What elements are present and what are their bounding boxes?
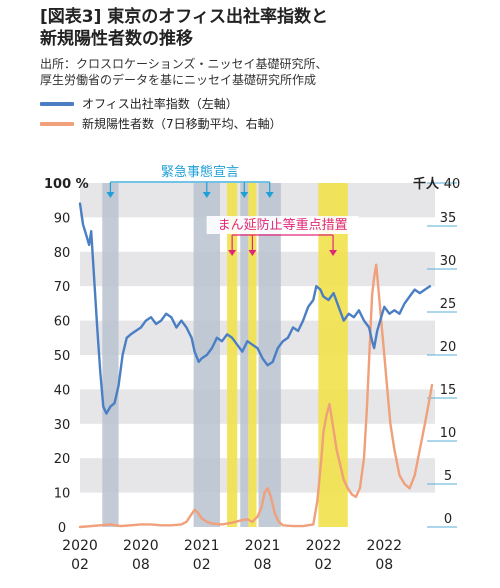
priority-arrow-icon (248, 250, 257, 256)
x-tick-label-month: 02 (315, 557, 333, 573)
y-right-tick-label: 20 (440, 340, 457, 355)
x-tick-label-year: 2020 (62, 538, 98, 554)
legend-swatch-office (40, 102, 74, 106)
y-right-tick-label: 35 (440, 211, 457, 226)
y-right-tick-label: 5 (444, 469, 452, 484)
grid-stripe (80, 251, 435, 287)
y-right-tick-label: 15 (440, 383, 457, 398)
y-right-tick-label: 30 (440, 254, 457, 269)
x-tick-label-month: 08 (254, 557, 272, 573)
y-left-tick-label: 30 (54, 418, 71, 433)
y-right-tick-label: 25 (440, 297, 457, 312)
legend-label-cases: 新規陽性者数（7日移動平均、右軸） (82, 117, 282, 131)
chart-legend: オフィス出社率指数（左軸） 新規陽性者数（7日移動平均、右軸） (40, 94, 282, 134)
y-left-tick-label: 0 (58, 521, 66, 536)
emergency-period-band (258, 183, 281, 527)
x-tick-label-month: 08 (375, 557, 393, 573)
emergency-arrow-icon (265, 192, 274, 198)
series-line-new-cases (78, 263, 434, 529)
y-left-unit-label: 100 % (44, 177, 89, 192)
x-tick-label-month: 08 (132, 557, 150, 573)
priority-arrow-icon (329, 250, 338, 256)
x-tick-label-month: 02 (193, 557, 211, 573)
grid-stripe (80, 183, 435, 218)
x-tick-label-month: 02 (71, 557, 89, 573)
grid-stripe (80, 389, 435, 424)
source-line1: 出所：クロスロケーションズ・ニッセイ基礎研究所、 (40, 57, 328, 71)
priority-label-bg (206, 216, 359, 234)
legend-item-cases: 新規陽性者数（7日移動平均、右軸） (40, 114, 282, 134)
emergency-label-bg (152, 163, 249, 181)
emergency-arrow-icon (240, 192, 249, 198)
chart-title: [図表3] 東京のオフィス出社率指数と 新規陽性者数の推移 (40, 6, 480, 50)
priority-period-band (227, 183, 238, 527)
priority-arrow-icon (228, 250, 237, 256)
x-tick-label-year: 2022 (306, 538, 342, 554)
y-left-tick-label: 20 (54, 452, 71, 467)
y-left-tick-label: 40 (54, 383, 71, 398)
emergency-period-band (102, 183, 119, 527)
legend-swatch-cases (40, 122, 74, 126)
y-left-tick-label: 60 (54, 315, 71, 330)
x-tick-label-year: 2022 (366, 538, 402, 554)
y-right-tick-label: 10 (440, 426, 457, 441)
priority-annotation-label: まん延防止等重点措置 (218, 217, 348, 233)
y-left-tick-label: 80 (54, 246, 71, 261)
x-tick-label-year: 2021 (184, 538, 220, 554)
chart-title-line1: [図表3] 東京のオフィス出社率指数と (40, 7, 328, 27)
emergency-arrow-icon (202, 192, 211, 198)
emergency-arrow-icon (106, 192, 115, 198)
y-right-unit-label: 千人 (413, 176, 440, 192)
source-line2: 厚生労働省のデータを基にニッセイ基礎研究所作成 (40, 73, 317, 87)
legend-label-office: オフィス出社率指数（左軸） (82, 97, 238, 111)
emergency-period-band (240, 183, 249, 527)
emergency-annotation-label: 緊急事態宣言 (161, 164, 239, 180)
y-right-tick-label: 0 (444, 512, 452, 527)
y-left-tick-label: 90 (54, 211, 71, 226)
y-left-tick-label: 70 (54, 280, 71, 295)
chart-title-line2: 新規陽性者数の推移 (40, 29, 193, 49)
x-tick-label-year: 2020 (123, 538, 159, 554)
y-right-tick-label: 40 (444, 177, 461, 192)
x-tick-label-year: 2021 (245, 538, 281, 554)
y-left-tick-label: 50 (54, 349, 71, 364)
chart-source: 出所：クロスロケーションズ・ニッセイ基礎研究所、 厚生労働省のデータを基にニッセ… (40, 56, 480, 88)
grid-stripe (80, 458, 435, 493)
y-left-tick-label: 10 (54, 487, 71, 502)
priority-period-band (248, 183, 257, 527)
series-line-office-attendance (78, 202, 432, 415)
legend-item-office: オフィス出社率指数（左軸） (40, 94, 282, 114)
